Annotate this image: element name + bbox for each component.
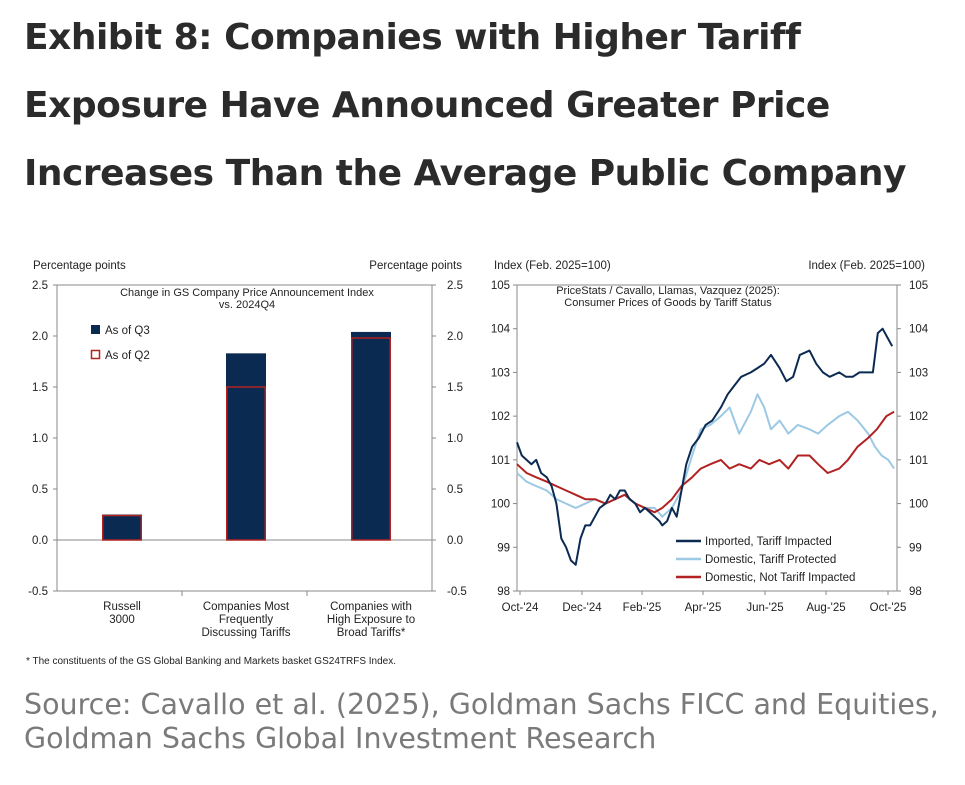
legend-swatch-q3 — [91, 325, 100, 334]
line-chart-left-tick-label: 103 — [491, 367, 510, 379]
bar-chart-left-tick-label: 2.0 — [32, 331, 48, 343]
line-series-imported-tariff-impacted — [516, 327, 894, 566]
line-chart-right-tick-label: 103 — [909, 367, 928, 379]
bar-chart-right-tick-label: 0.0 — [447, 535, 463, 547]
line-chart-title-line: PriceStats / Cavallo, Llamas, Vazquez (2… — [556, 285, 780, 297]
bar-chart-left-tick-label: 0.5 — [32, 484, 48, 496]
bar-chart-category-label: Russell — [103, 601, 141, 613]
bar-chart-category-label: High Exposure to — [327, 614, 415, 626]
bar-as-of-q3 — [351, 331, 391, 540]
bar-chart-right-tick-label: 2.5 — [447, 280, 463, 292]
page-title: Exhibit 8: Companies with Higher Tariff … — [24, 17, 906, 194]
bar-chart-right-tick-label: 1.0 — [447, 433, 463, 445]
line-chart-left-tick-label: 100 — [491, 499, 510, 511]
bar-chart-category-label: Companies with — [330, 601, 412, 613]
source-note: Source: Cavallo et al. (2025), Goldman S… — [24, 688, 939, 755]
bar-chart-category-label: Frequently — [219, 614, 274, 626]
bar-as-of-q2 — [226, 386, 266, 541]
line-chart-x-tick-label: Apr-'25 — [685, 602, 722, 614]
line-chart-left-tick-label: 98 — [497, 586, 510, 598]
legend-label-q3: As of Q3 — [105, 325, 150, 337]
bar-chart-right-tick-label: 1.5 — [447, 382, 463, 394]
line-chart-x-tick-label: Jun-'25 — [746, 602, 783, 614]
line-chart-right-tick-label: 105 — [909, 280, 928, 292]
bar-chart-left-tick-label: 0.0 — [32, 535, 48, 547]
line-chart-left-tick-label: 105 — [491, 280, 510, 292]
bar-chart-right-tick-label: 0.5 — [447, 484, 463, 496]
charts-svg: Percentage points Percentage points Change… — [28, 260, 929, 639]
bar-chart-category-label: Broad Tariffs* — [337, 627, 406, 639]
line-chart-title-line: Consumer Prices of Goods by Tariff Statu… — [564, 297, 772, 309]
line-chart-x-tick-label: Dec-'24 — [562, 602, 602, 614]
bar-chart-left-tick-label: -0.5 — [28, 586, 48, 598]
bar-chart-title-line: Change in GS Company Price Announcement … — [120, 287, 374, 299]
chart-area: Percentage points Percentage points Change… — [28, 260, 929, 639]
line-chart-left-axis-label: Index (Feb. 2025=100) — [494, 260, 611, 272]
bar-chart-right-axis-label: Percentage points — [369, 260, 462, 272]
legend-swatch-q2 — [90, 349, 101, 360]
line-chart-right-tick-label: 98 — [909, 586, 922, 598]
bar-chart-left-tick-label: 2.5 — [32, 280, 48, 292]
line-chart-right-axis-label: Index (Feb. 2025=100) — [808, 260, 925, 272]
line-chart-left-tick-label: 99 — [497, 542, 510, 554]
bar-chart-right-tick-label: -0.5 — [447, 586, 467, 598]
bar-chart-left-axis-label: Percentage points — [33, 260, 126, 272]
line-chart-left-tick-label: 101 — [491, 455, 510, 467]
bar-chart-title-line: vs. 2024Q4 — [219, 299, 275, 311]
line-chart-left-tick-label: 104 — [491, 324, 511, 336]
legend-label-q2: As of Q2 — [105, 350, 150, 362]
line-chart-right-tick-label: 99 — [909, 542, 922, 554]
line-chart-x-tick-label: Feb-'25 — [623, 602, 662, 614]
line-chart-right-tick-label: 104 — [909, 324, 929, 336]
legend-label: Domestic, Tariff Protected — [705, 554, 836, 566]
bar-as-of-q2 — [102, 514, 142, 541]
line-chart-left-tick-label: 102 — [491, 411, 510, 423]
bar-as-of-q2 — [351, 337, 391, 541]
bar-as-of-q3 — [226, 353, 266, 540]
legend-label: Domestic, Not Tariff Impacted — [705, 572, 855, 584]
line-chart-x-tick-label: Oct-'25 — [870, 602, 907, 614]
line-series-domestic-tariff-protected — [516, 393, 895, 518]
footnote: * The constituents of the GS Global Bank… — [26, 656, 397, 667]
bar-chart-category-label: Discussing Tariffs — [201, 627, 290, 639]
line-chart-x-tick-label: Oct-'24 — [502, 602, 539, 614]
bar-chart-left-tick-label: 1.0 — [32, 433, 48, 445]
line-chart-x-tick-label: Aug-'25 — [806, 602, 845, 614]
line-chart-right-tick-label: 102 — [909, 411, 928, 423]
line-chart-right-tick-label: 100 — [909, 499, 928, 511]
bar-chart-left-tick-label: 1.5 — [32, 382, 48, 394]
line-series-domestic-not-tariff-impacted — [516, 410, 895, 514]
bar-chart-category-label: Companies Most — [203, 601, 290, 613]
line-chart-right-tick-label: 101 — [909, 455, 928, 467]
legend-label: Imported, Tariff Impacted — [705, 536, 832, 548]
line-chart-frame — [516, 284, 898, 592]
bar-chart-right-tick-label: 2.0 — [447, 331, 463, 343]
bar-as-of-q3 — [102, 514, 142, 540]
bar-chart-category-label: 3000 — [109, 614, 135, 626]
